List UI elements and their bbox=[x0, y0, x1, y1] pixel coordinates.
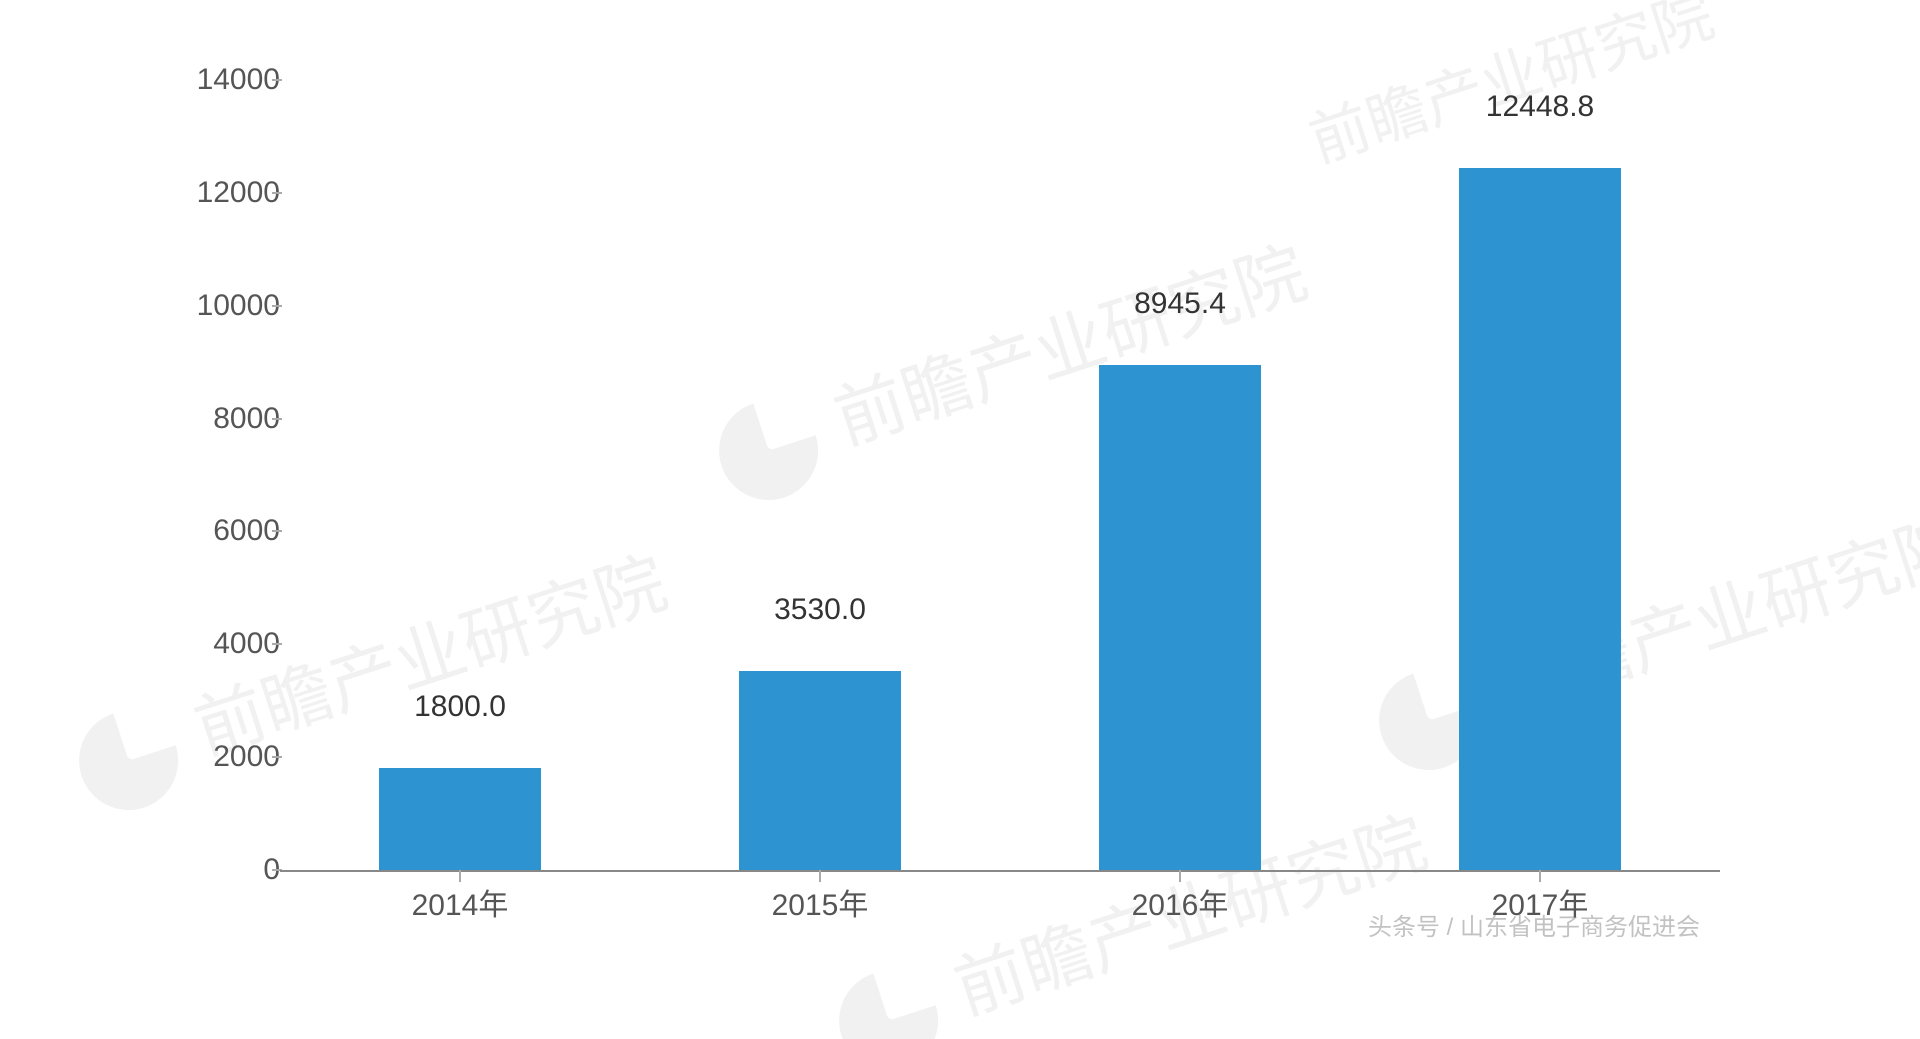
x-tick-label: 2014年 bbox=[412, 880, 509, 924]
credit-text: 头条号 / 山东省电子商务促进会 bbox=[1368, 907, 1700, 942]
bar-value-label: 8945.4 bbox=[1134, 287, 1226, 321]
x-tick-label: 2016年 bbox=[1132, 880, 1229, 924]
bar-value-label: 3530.0 bbox=[774, 593, 866, 627]
bar bbox=[739, 671, 901, 870]
y-tick-label: 14000 bbox=[140, 63, 280, 97]
y-tick-label: 2000 bbox=[140, 740, 280, 774]
bar bbox=[1099, 365, 1261, 870]
y-tick-label: 0 bbox=[140, 853, 280, 887]
x-tick-mark bbox=[819, 870, 821, 882]
x-tick-mark bbox=[1179, 870, 1181, 882]
bar bbox=[1459, 168, 1621, 870]
y-tick-label: 6000 bbox=[140, 514, 280, 548]
bar-value-label: 12448.8 bbox=[1486, 89, 1594, 123]
x-tick-mark bbox=[459, 870, 461, 882]
y-tick-label: 10000 bbox=[140, 289, 280, 323]
bar-value-label: 1800.0 bbox=[414, 690, 506, 724]
y-tick-label: 4000 bbox=[140, 627, 280, 661]
y-tick-label: 8000 bbox=[140, 402, 280, 436]
plot-area: 1800.0 3530.0 8945.4 12448.8 bbox=[280, 80, 1720, 872]
bar bbox=[379, 768, 541, 870]
x-tick-mark bbox=[1539, 870, 1541, 882]
chart-container: 前瞻产业研究院 前瞻产业研究院 前瞻产业研究院 前瞻产业研究院 前瞻产业研究院 … bbox=[180, 60, 1740, 960]
x-tick-label: 2015年 bbox=[772, 880, 869, 924]
y-tick-label: 12000 bbox=[140, 176, 280, 210]
watermark-logo-icon bbox=[819, 951, 958, 1039]
